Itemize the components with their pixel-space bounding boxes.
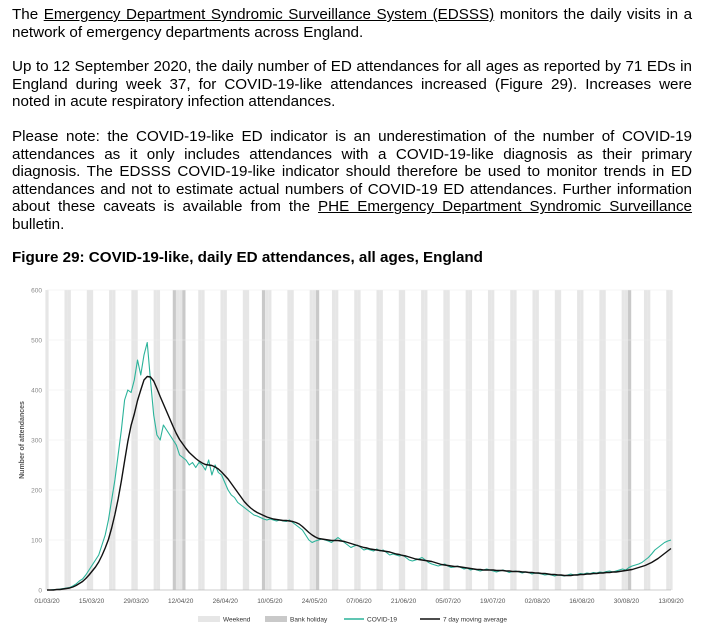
y-tick-label: 400 bbox=[31, 388, 42, 395]
intro-text-end: monitors the daily visits in a network o… bbox=[12, 6, 693, 41]
x-tick-label: 01/03/20 bbox=[34, 598, 60, 605]
x-tick-label: 07/06/20 bbox=[346, 598, 372, 605]
moving-average-line bbox=[47, 375, 672, 591]
x-tick-label: 26/04/20 bbox=[213, 598, 239, 605]
caveat-text-end: bulletin. bbox=[12, 215, 65, 233]
y-tick-label: 600 bbox=[31, 288, 42, 295]
x-tick-label: 02/08/20 bbox=[525, 598, 551, 605]
x-tick-label: 15/03/20 bbox=[79, 598, 105, 605]
legend-moving-average-label: 7 day moving average bbox=[443, 617, 507, 624]
x-tick-label: 24/05/20 bbox=[302, 598, 328, 605]
y-tick-label: 100 bbox=[31, 538, 42, 545]
legend-bank-holiday-label: Bank holiday bbox=[290, 617, 328, 624]
y-tick-label: 300 bbox=[31, 438, 42, 445]
x-tick-label: 29/03/20 bbox=[123, 598, 149, 605]
y-tick-label: 500 bbox=[31, 338, 42, 345]
x-tick-label: 12/04/20 bbox=[168, 598, 194, 605]
covid-ed-attendances-chart: 0 100 200 300 400 500 600 Number of attendances… bbox=[19, 288, 684, 624]
figure-title: Figure 29: COVID-19-like, daily ED atten… bbox=[12, 249, 483, 266]
x-tick-label: 21/06/20 bbox=[391, 598, 417, 605]
y-axis-label: Number of attendances bbox=[19, 401, 26, 479]
x-tick-label: 10/05/20 bbox=[257, 598, 283, 605]
phe-bulletin-link[interactable]: PHE Emergency Department Syndromic Surve… bbox=[318, 198, 692, 216]
edsss-link[interactable]: Emergency Department Syndromic Surveilla… bbox=[43, 6, 495, 23]
legend-weekend-label: Weekend bbox=[223, 617, 251, 624]
caveat-text-start: Please note: the COVID-19-like ED indica… bbox=[12, 128, 692, 216]
summary-paragraph: Up to 12 September 2020, the daily numbe… bbox=[12, 58, 692, 111]
legend-covid-label: COVID-19 bbox=[367, 617, 397, 624]
intro-text-start: The bbox=[12, 6, 44, 23]
x-tick-label: 16/08/20 bbox=[569, 598, 595, 605]
x-tick-label: 19/07/20 bbox=[480, 598, 506, 605]
y-tick-label: 200 bbox=[31, 488, 42, 495]
x-tick-label: 05/07/20 bbox=[435, 598, 461, 605]
legend-bank-holiday-swatch bbox=[265, 616, 287, 622]
chart-legend: Weekend Bank holiday COVID-19 7 day moving … bbox=[198, 616, 507, 624]
intro-paragraph: The Emergency Department Syndromic Surve… bbox=[12, 6, 692, 41]
caveat-paragraph: Please note: the COVID-19-like ED indica… bbox=[12, 128, 692, 234]
y-tick-label: 0 bbox=[38, 588, 42, 595]
legend-weekend-swatch bbox=[198, 616, 220, 622]
x-tick-label: 30/08/20 bbox=[614, 598, 640, 605]
x-tick-label: 13/09/20 bbox=[658, 598, 684, 605]
